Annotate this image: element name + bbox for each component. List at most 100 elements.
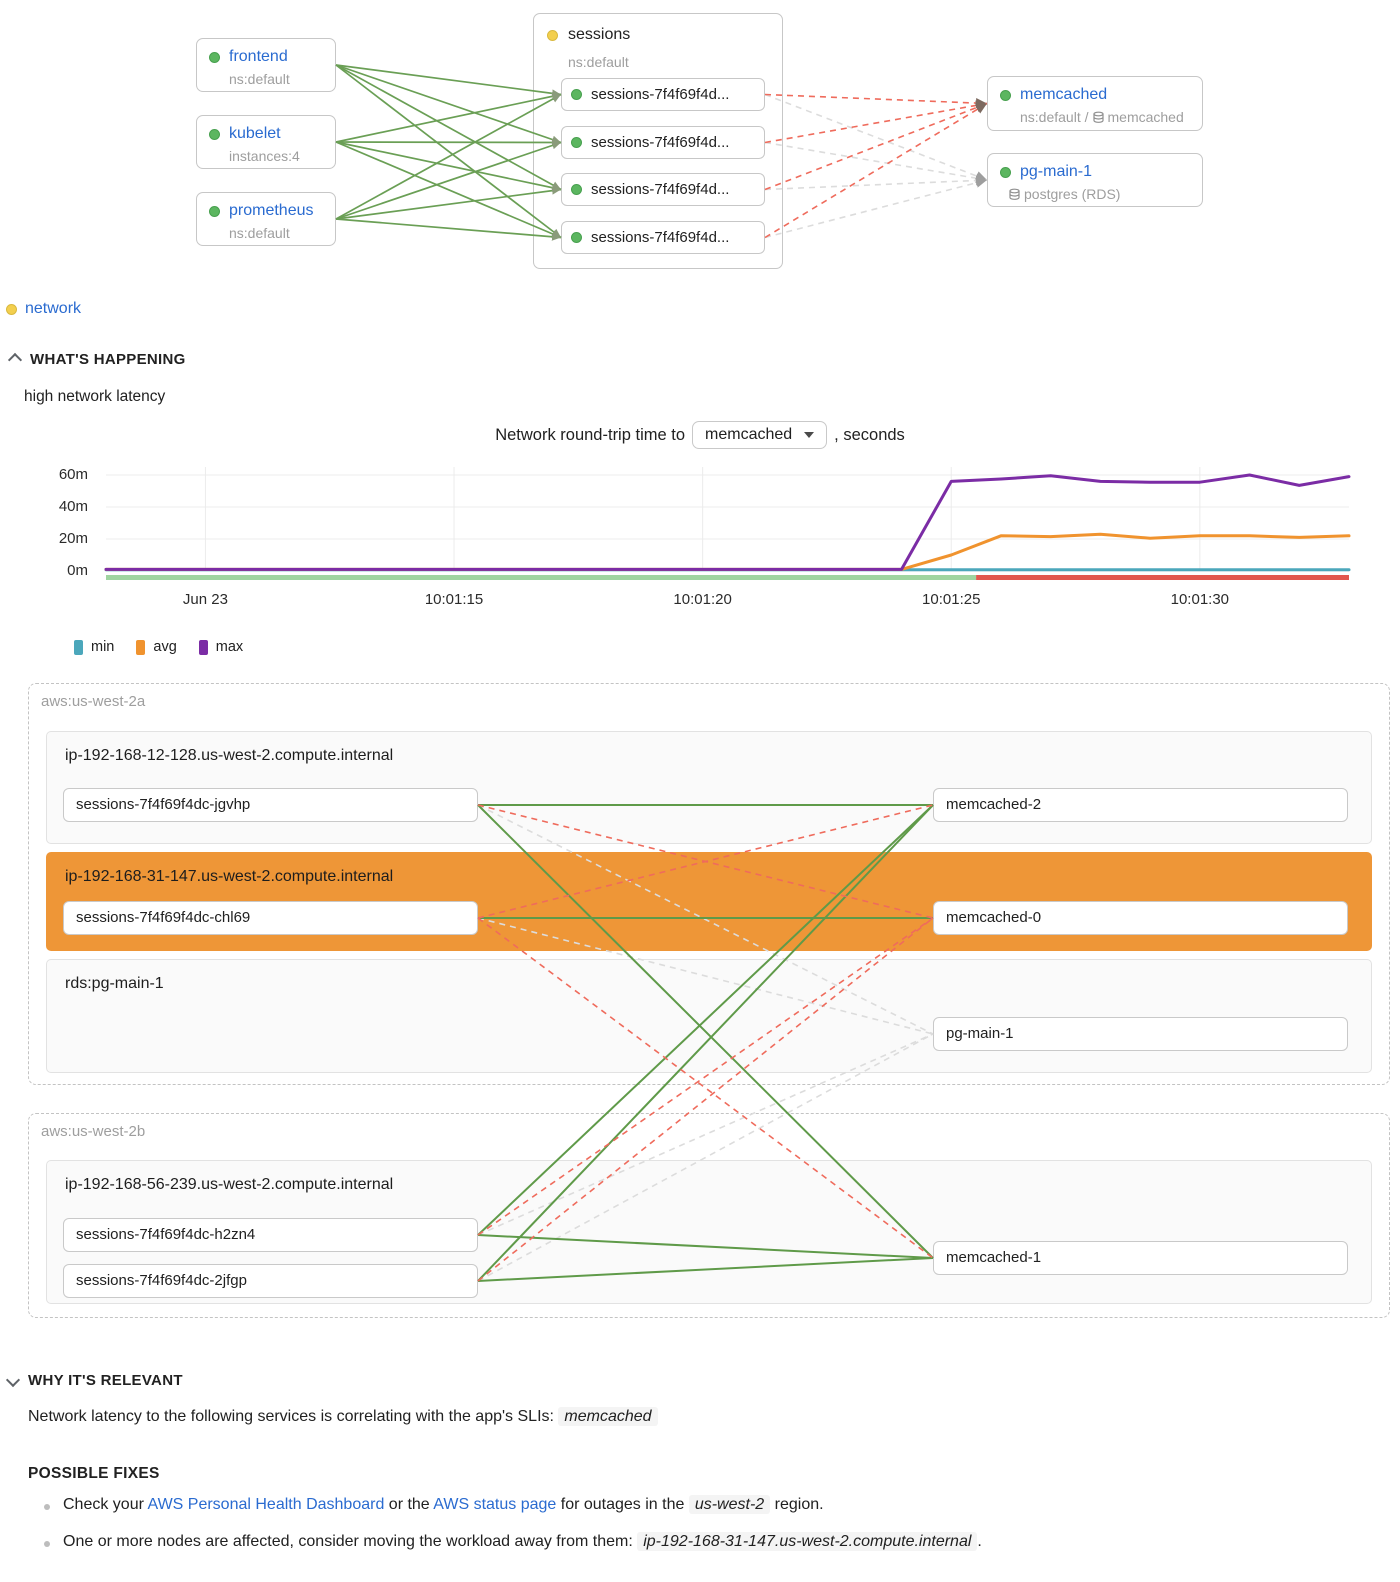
legend-swatch [198, 639, 208, 655]
status-dot-icon [571, 184, 582, 195]
service-node-kubelet[interactable]: kubelet instances:4 [196, 115, 336, 169]
section-header-fixes: POSSIBLE FIXES [28, 1465, 160, 1482]
pod-node[interactable]: sessions-7f4f69f4d... [561, 78, 765, 111]
why-text: Network latency to the following service… [28, 1407, 658, 1426]
expand-chevron-icon[interactable] [5, 1372, 21, 1388]
group-sub: ns:default [568, 54, 629, 70]
host-title: ip-192-168-31-147.us-west-2.compute.inte… [65, 868, 394, 885]
legend-label: max [215, 639, 244, 655]
instance-box[interactable]: memcached-2 [933, 788, 1348, 822]
legend-item[interactable]: avg [136, 639, 177, 655]
service-node-sub: ns:default / [1020, 109, 1089, 125]
status-dot-icon [209, 205, 220, 217]
chart-title-prefix: Network round-trip time to [495, 425, 686, 444]
instance-box[interactable]: sessions-7f4f69f4dc-jgvhp [63, 788, 478, 822]
database-icon [1092, 111, 1104, 123]
fix-text: for outages in the [556, 1496, 689, 1513]
instance-box[interactable]: memcached-1 [933, 1241, 1348, 1275]
y-tick-label: 40m [58, 498, 88, 515]
fix-link[interactable]: AWS status page [433, 1496, 557, 1513]
incident-summary: high network latency [24, 388, 166, 405]
legend-label: min [91, 639, 115, 655]
legend-item[interactable]: min [74, 639, 114, 655]
status-dot-icon [1000, 89, 1011, 101]
bullet-icon [44, 1504, 50, 1510]
host-title: ip-192-168-56-239.us-west-2.compute.inte… [65, 1176, 394, 1193]
chart-legend: min avg max [74, 639, 243, 655]
fix-item: One or more nodes are affected, consider… [44, 1532, 982, 1551]
x-tick-label: 10:01:20 [673, 591, 732, 608]
pod-label: sessions-7f4f69f4d... [591, 86, 730, 103]
section-header-why[interactable]: WHY IT'S RELEVANT [28, 1372, 183, 1389]
instance-box[interactable]: sessions-7f4f69f4dc-2jfgp [63, 1264, 478, 1298]
fix-chip: ip-192-168-31-147.us-west-2.compute.inte… [637, 1532, 978, 1551]
status-dot-icon [209, 128, 220, 140]
service-node-frontend[interactable]: frontend ns:default [196, 38, 336, 92]
service-select-dropdown[interactable]: memcached [692, 421, 828, 449]
service-node-pg-main-1[interactable]: pg-main-1 postgres (RDS) [987, 153, 1203, 207]
fix-text: region. [770, 1496, 824, 1513]
instance-box[interactable]: sessions-7f4f69f4dc-chl69 [63, 901, 478, 935]
y-tick-label: 20m [58, 530, 88, 547]
status-dot-icon [571, 137, 582, 148]
y-tick-label: 0m [67, 562, 88, 579]
host-box-rds: rds:pg-main-1 [46, 959, 1372, 1073]
service-node-sub-name: postgres (RDS) [1024, 186, 1121, 202]
latency-chart [104, 467, 1351, 580]
x-tick-label: 10:01:30 [1170, 591, 1230, 608]
fix-item: Check your AWS Personal Health Dashboard… [44, 1495, 824, 1514]
status-dot-icon [571, 232, 582, 243]
fix-chip: us-west-2 [688, 1495, 771, 1514]
service-node-label: prometheus [229, 202, 314, 219]
fix-link[interactable]: AWS Personal Health Dashboard [147, 1496, 385, 1513]
pod-node[interactable]: sessions-7f4f69f4d... [561, 126, 765, 159]
chevron-down-icon [804, 432, 815, 438]
section-header-whats-happening[interactable]: WHAT'S HAPPENING [30, 351, 186, 368]
instance-box[interactable]: memcached-0 [933, 901, 1348, 935]
x-tick-label: 10:01:25 [922, 591, 981, 608]
bullet-icon [44, 1541, 50, 1547]
service-node-sub: ns:default [229, 225, 290, 241]
service-node-memcached[interactable]: memcached ns:default / memcached [987, 76, 1203, 131]
incident-link-label: network [25, 300, 82, 317]
zone-title: aws:us-west-2b [41, 1123, 146, 1140]
status-dot-icon [571, 89, 582, 100]
legend-swatch [74, 639, 83, 655]
why-text-body: Network latency to the following service… [28, 1408, 554, 1425]
service-group-sessions: sessions ns:default sessions-7f4f69f4d..… [533, 13, 783, 269]
group-title: sessions [568, 26, 631, 43]
pod-label: sessions-7f4f69f4d... [591, 181, 730, 198]
service-node-sub: instances:4 [229, 148, 300, 164]
y-tick-label: 60m [58, 466, 88, 483]
status-dot-icon [209, 51, 220, 63]
service-node-label: pg-main-1 [1020, 163, 1093, 180]
pod-node[interactable]: sessions-7f4f69f4d... [561, 221, 765, 254]
collapse-chevron-icon[interactable] [7, 352, 23, 368]
pod-label: sessions-7f4f69f4d... [591, 229, 730, 246]
legend-item[interactable]: max [198, 639, 244, 655]
sli-service-chip: memcached [558, 1407, 658, 1426]
host-title: rds:pg-main-1 [65, 975, 164, 992]
service-node-label: kubelet [229, 125, 281, 142]
chart-title-suffix: , seconds [834, 425, 905, 444]
service-node-label: frontend [229, 48, 288, 65]
pod-label: sessions-7f4f69f4d... [591, 134, 730, 151]
zone-title: aws:us-west-2a [41, 693, 146, 710]
incident-link-network[interactable]: network [6, 300, 81, 318]
instance-box[interactable]: pg-main-1 [933, 1017, 1348, 1051]
service-node-label: memcached [1020, 86, 1108, 103]
status-dot-icon [6, 303, 17, 315]
legend-swatch [136, 639, 146, 655]
fix-text: or the [384, 1496, 434, 1513]
status-dot-icon [1000, 166, 1011, 178]
database-icon [1009, 188, 1020, 200]
instance-box[interactable]: sessions-7f4f69f4dc-h2zn4 [63, 1218, 478, 1252]
pod-node[interactable]: sessions-7f4f69f4d... [561, 173, 765, 206]
service-node-sub-name: memcached [1107, 109, 1184, 125]
chart-title-row: Network round-trip time to memcached , s… [0, 421, 1400, 449]
service-node-sub: ns:default [229, 71, 290, 87]
host-title: ip-192-168-12-128.us-west-2.compute.inte… [65, 747, 394, 764]
service-node-prometheus[interactable]: prometheus ns:default [196, 192, 336, 246]
service-select-value: memcached [705, 426, 793, 443]
